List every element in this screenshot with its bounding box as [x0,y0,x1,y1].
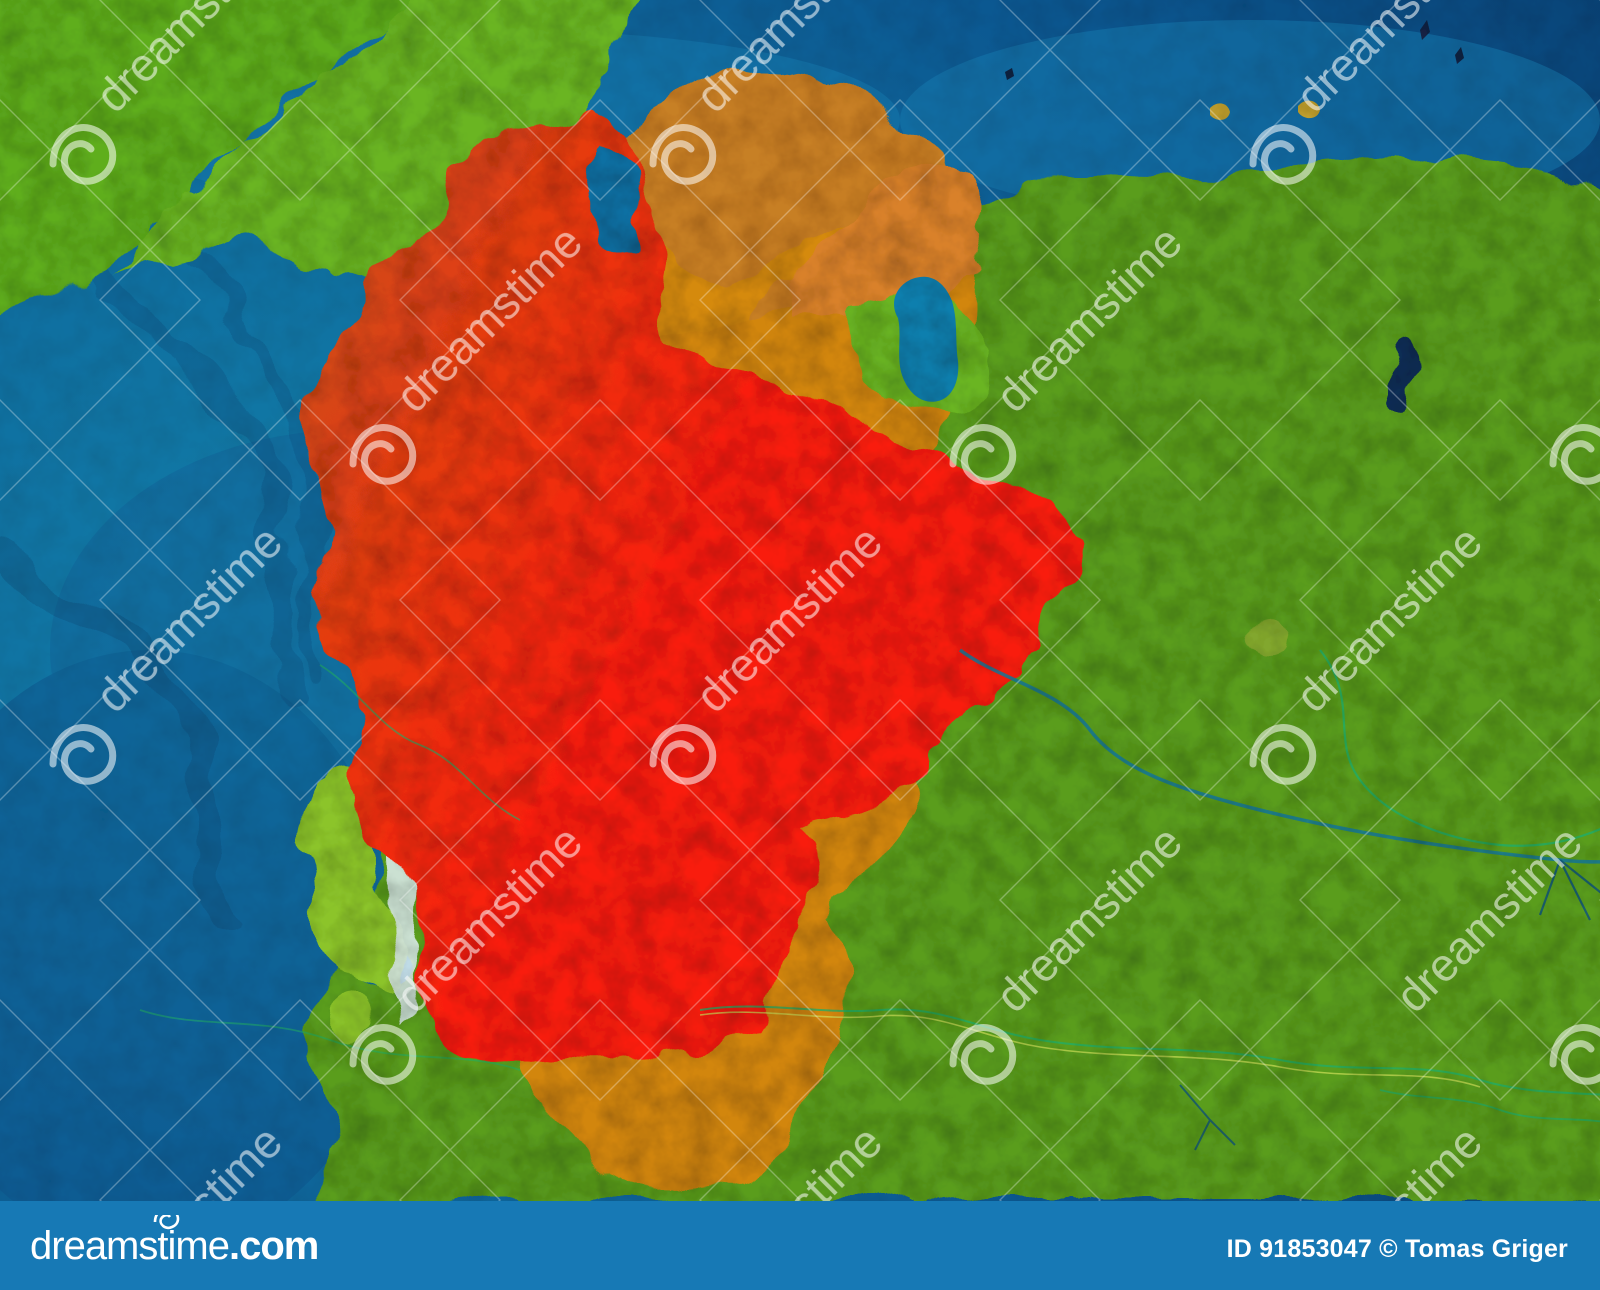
svg-text:dreamstime.com: dreamstime.com [30,1224,318,1268]
